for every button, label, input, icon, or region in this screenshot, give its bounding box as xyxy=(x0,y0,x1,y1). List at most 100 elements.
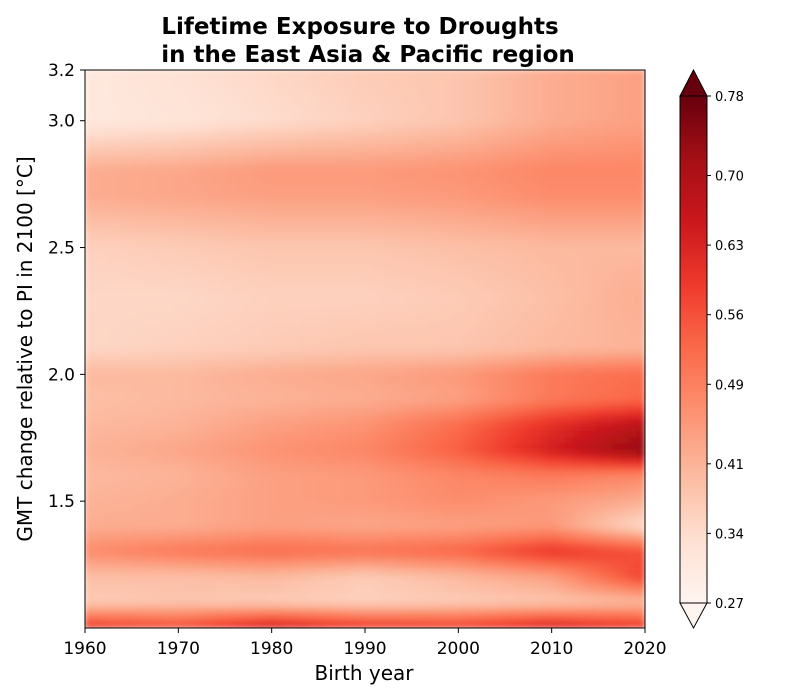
heatmap-cell xyxy=(500,94,510,103)
heatmap-cell xyxy=(308,221,318,230)
heatmap-cell xyxy=(484,348,494,356)
heatmap-cell xyxy=(292,323,302,331)
heatmap-cell xyxy=(596,132,606,141)
heatmap-cell xyxy=(516,107,526,115)
heatmap-cell xyxy=(588,361,598,369)
heatmap-cell xyxy=(580,361,590,369)
heatmap-cell xyxy=(268,145,278,153)
heatmap-cell xyxy=(372,449,382,458)
heatmap-cell xyxy=(284,405,294,413)
heatmap-cell xyxy=(124,266,134,274)
heatmap-cell xyxy=(564,70,574,77)
heatmap-cell xyxy=(212,386,222,394)
heatmap-cell xyxy=(108,196,118,204)
heatmap-cell xyxy=(628,405,638,413)
heatmap-cell xyxy=(508,488,518,496)
heatmap-cell xyxy=(244,443,254,451)
heatmap-cell xyxy=(412,367,422,375)
heatmap-cell xyxy=(316,234,326,242)
heatmap-cell xyxy=(292,266,302,274)
heatmap-cell xyxy=(468,348,478,356)
heatmap-cell xyxy=(548,253,558,261)
heatmap-cell xyxy=(516,430,526,439)
heatmap-cell xyxy=(500,405,510,413)
heatmap-cell xyxy=(164,335,174,344)
heatmap-cell xyxy=(188,278,198,287)
heatmap-cell xyxy=(636,342,645,350)
heatmap-cell xyxy=(636,158,645,166)
heatmap-cell xyxy=(444,475,454,483)
heatmap-cell xyxy=(540,126,550,134)
heatmap-cell xyxy=(452,329,462,337)
heatmap-cell xyxy=(332,418,342,426)
heatmap-cell xyxy=(140,481,150,489)
heatmap-cell xyxy=(196,82,206,90)
heatmap-cell xyxy=(212,361,222,369)
heatmap-cell xyxy=(188,259,198,268)
heatmap-cell xyxy=(308,481,318,489)
heatmap-cell xyxy=(204,310,214,318)
heatmap-cell xyxy=(340,196,350,204)
heatmap-cell xyxy=(292,500,302,509)
heatmap-cell xyxy=(324,380,334,388)
heatmap-cell xyxy=(228,221,238,230)
heatmap-cell xyxy=(580,278,590,287)
heatmap-cell xyxy=(564,151,574,160)
heatmap-cell xyxy=(188,430,198,439)
heatmap-cell xyxy=(132,151,142,160)
heatmap-cell xyxy=(476,348,486,356)
heatmap-cell xyxy=(316,247,326,255)
heatmap-cell xyxy=(580,259,590,268)
heatmap-cell xyxy=(564,513,574,521)
heatmap-cell xyxy=(388,126,398,134)
heatmap-cell xyxy=(596,189,606,198)
heatmap-cell xyxy=(300,329,310,337)
heatmap-cell xyxy=(508,120,518,128)
heatmap-cell xyxy=(100,189,110,198)
heatmap-cell xyxy=(212,151,222,160)
heatmap-cell xyxy=(228,113,238,122)
heatmap-cell xyxy=(220,449,230,458)
heatmap-cell xyxy=(348,437,358,445)
heatmap-cell xyxy=(372,70,382,77)
heatmap-cell xyxy=(92,247,102,255)
heatmap-cell xyxy=(588,82,598,90)
heatmap-cell xyxy=(300,240,310,249)
heatmap-cell xyxy=(500,82,510,90)
heatmap-cell xyxy=(484,488,494,496)
heatmap-cell xyxy=(85,500,94,509)
heatmap-cell xyxy=(396,335,406,344)
heatmap-cell xyxy=(532,247,542,255)
heatmap-cell xyxy=(364,202,374,210)
heatmap-cell xyxy=(436,392,446,401)
heatmap-cell xyxy=(612,488,622,496)
heatmap-cell xyxy=(252,456,262,464)
heatmap-cell xyxy=(364,437,374,445)
heatmap-cell xyxy=(396,481,406,489)
heatmap-cell xyxy=(188,107,198,115)
heatmap-cell xyxy=(180,221,190,230)
heatmap-cell xyxy=(596,240,606,249)
heatmap-cell xyxy=(524,272,534,280)
heatmap-cell xyxy=(92,316,102,325)
heatmap-cell xyxy=(572,202,582,210)
heatmap-cell xyxy=(500,126,510,134)
heatmap-cell xyxy=(620,75,630,84)
heatmap-cell xyxy=(244,449,254,458)
heatmap-cell xyxy=(468,145,478,153)
heatmap-cell xyxy=(588,107,598,115)
heatmap-cell xyxy=(436,70,446,77)
heatmap-cell xyxy=(364,272,374,280)
heatmap-cell xyxy=(508,323,518,331)
heatmap-cell xyxy=(476,310,486,318)
heatmap-cell xyxy=(396,278,406,287)
heatmap-cell xyxy=(124,158,134,166)
heatmap-cell xyxy=(356,202,366,210)
heatmap-cell xyxy=(468,297,478,306)
heatmap-cell xyxy=(140,94,150,103)
heatmap-cell xyxy=(156,456,166,464)
heatmap-cell xyxy=(508,113,518,122)
heatmap-cell xyxy=(500,411,510,420)
heatmap-cell xyxy=(444,126,454,134)
heatmap-cell xyxy=(332,101,342,109)
